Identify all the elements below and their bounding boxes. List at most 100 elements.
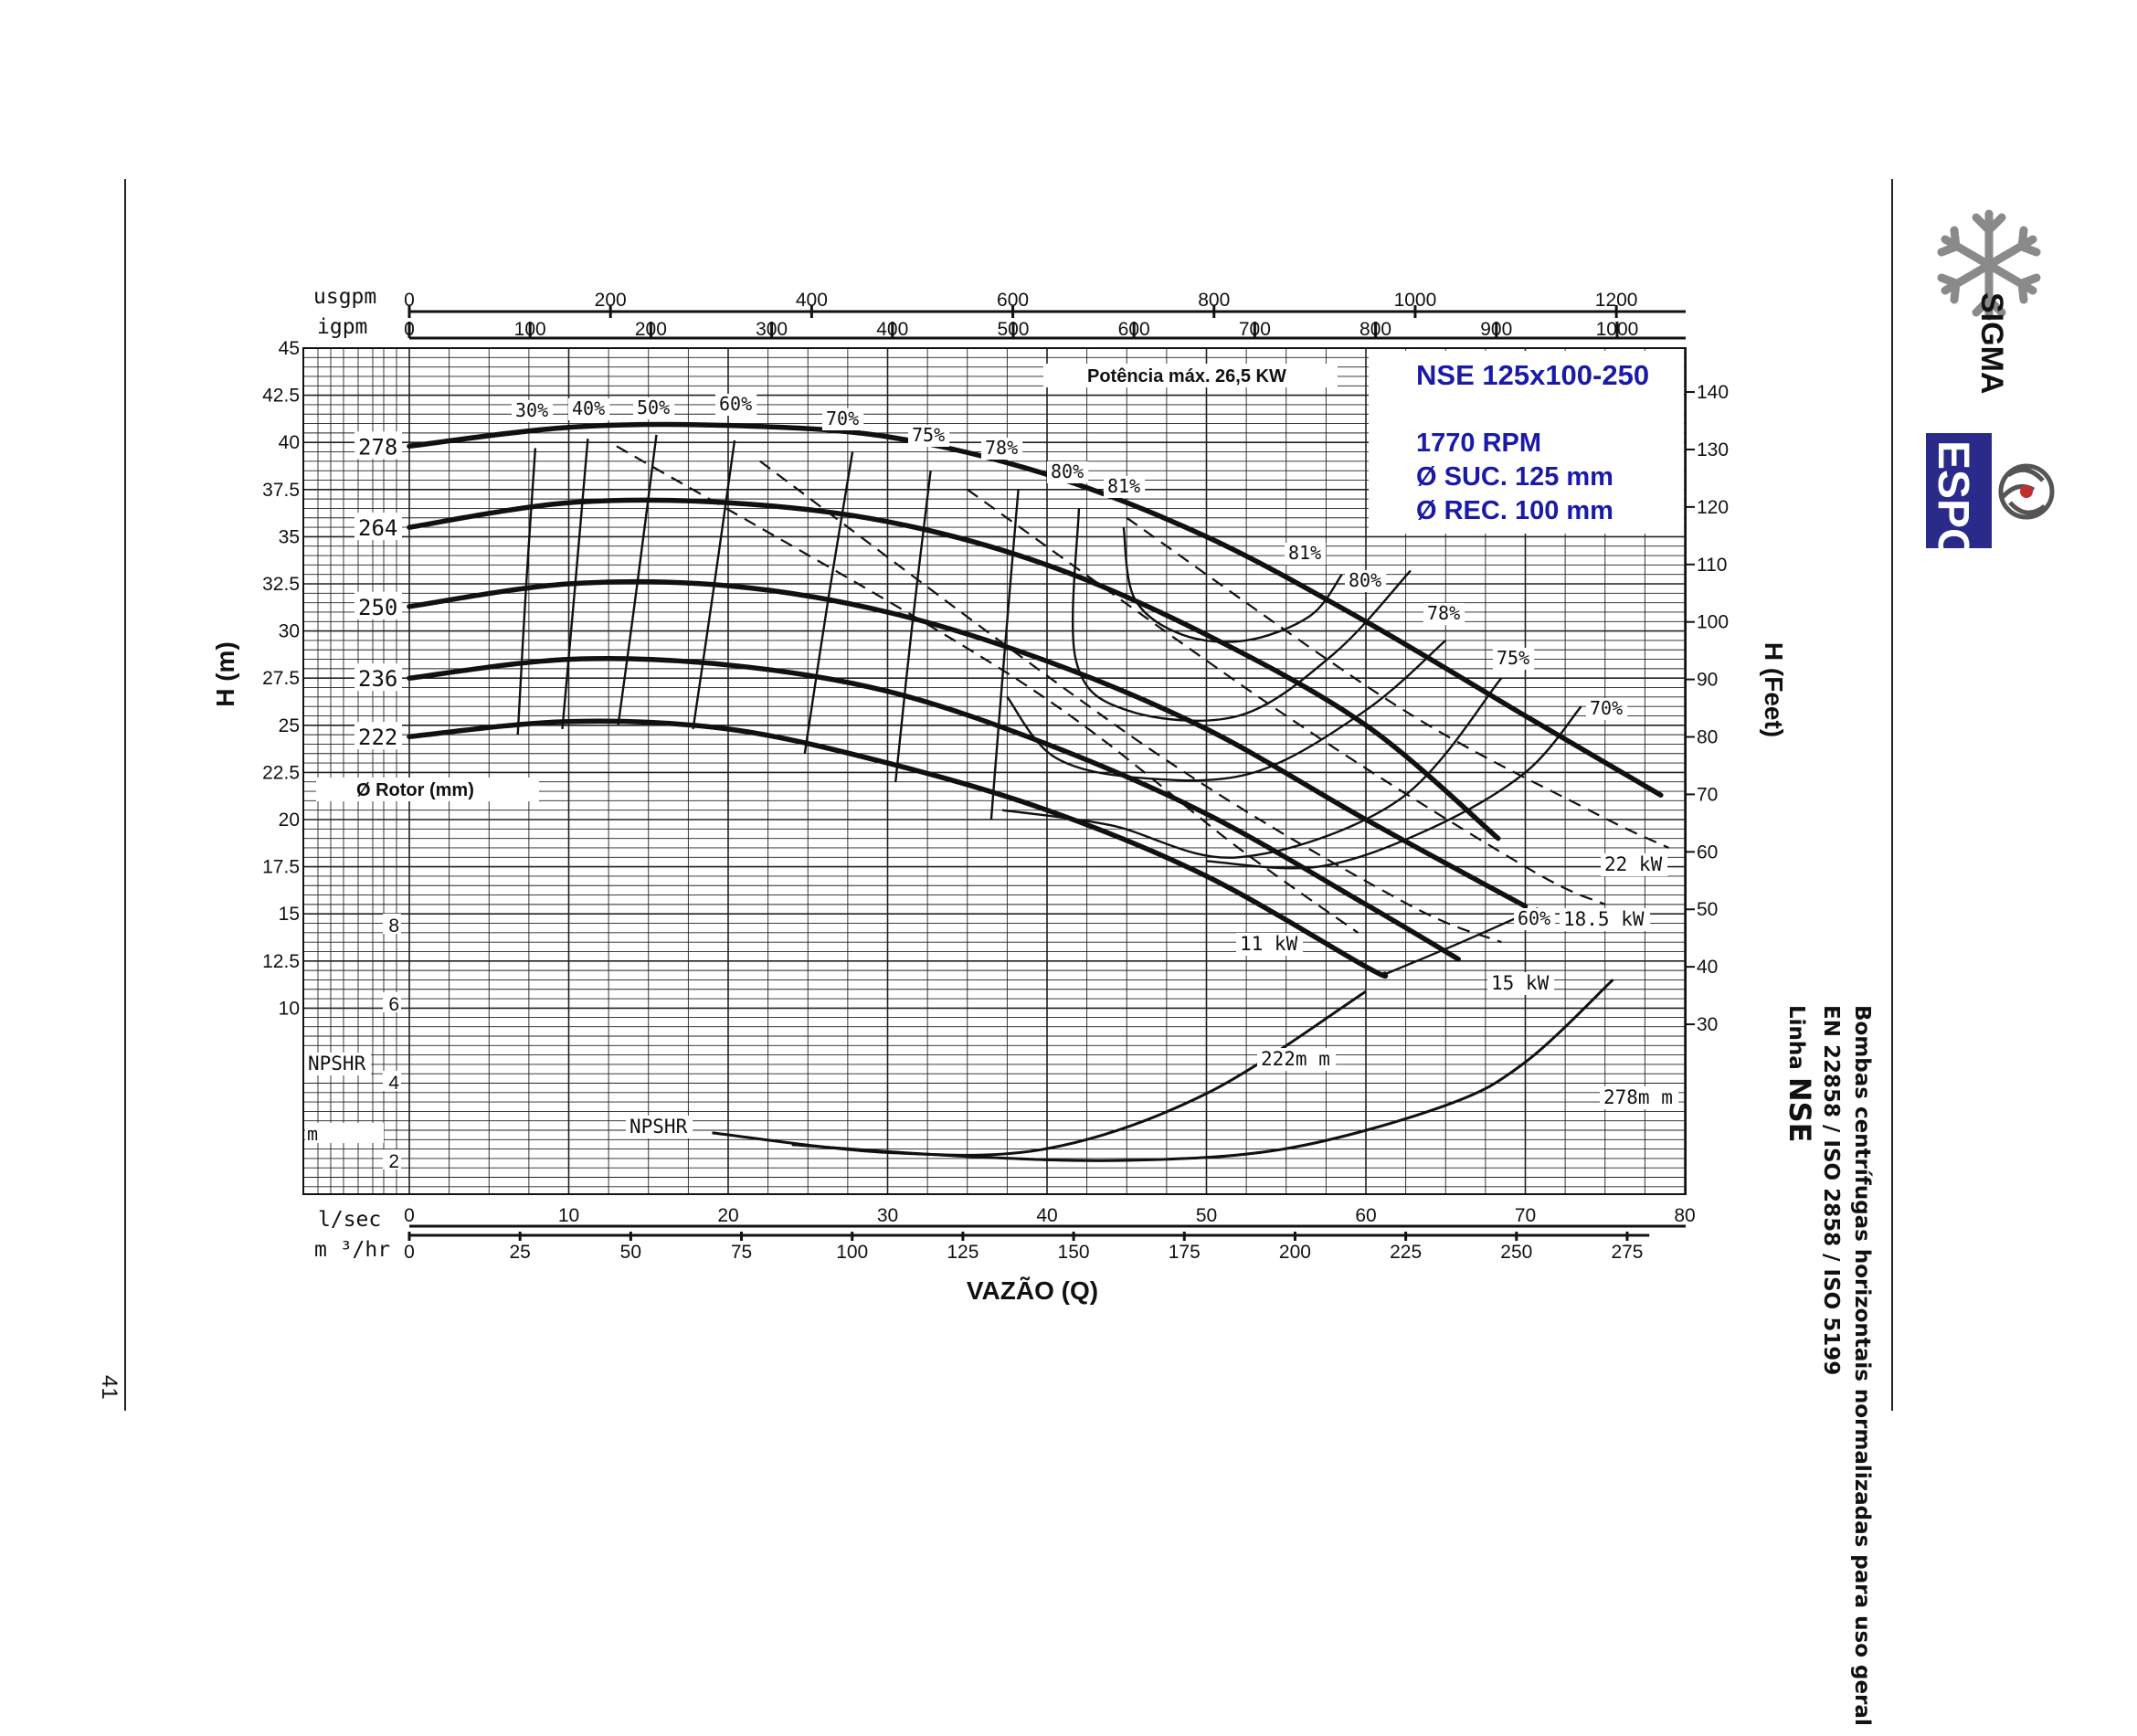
efficiency-label: 60% [719, 393, 752, 415]
chart-info-line: Ø SUC. 125 mm [1416, 462, 1613, 492]
head-curve-264 [407, 497, 1501, 842]
h-tick-label: 22.5 [262, 762, 300, 783]
labels: 278 264 250 236 222 30% 40% 50% 60% 70% 75% 78% 80% 8… [316, 351, 1684, 1138]
espo-logo: ESPO [1926, 433, 2055, 562]
h-tick-label: 32.5 [262, 574, 300, 595]
lsec-tick-label: 0 [404, 1205, 415, 1226]
lsec-tick-label: 80 [1674, 1205, 1695, 1226]
feet-tick-label: 110 [1697, 555, 1727, 576]
lsec-unit-label: l/sec [318, 1208, 381, 1232]
h-tick-label: 40 [279, 432, 300, 453]
efficiency-label: 75% [912, 424, 945, 446]
npshr-tick-label: 4 [388, 1073, 399, 1094]
efficiency-curve [894, 471, 932, 782]
head-curve-222 [407, 718, 1389, 979]
efficiency-label-bg [908, 425, 950, 447]
m3hr-unit-label: m ³/hr [314, 1238, 390, 1262]
npshr-tick-bg [383, 1071, 401, 1091]
npshr-label-222: 222m m [1261, 1048, 1330, 1070]
npshr-tick-bg [383, 914, 401, 934]
efficiency-label: 70% [1590, 697, 1623, 719]
h-tick-label: 15 [279, 904, 300, 925]
rotor-label-278: 278 [358, 434, 397, 460]
efficiency-curve [692, 439, 736, 730]
m3hr-tick-label: 175 [1169, 1242, 1201, 1263]
efficiency-curve [516, 448, 537, 736]
m3hr-tick-label: 100 [836, 1242, 868, 1263]
efficiency-curve [561, 438, 589, 730]
sigma-wordmark: SIGMA [1974, 292, 2009, 394]
efficiency-curve [1206, 705, 1582, 870]
y-axis-title-left: H (m) [211, 641, 239, 707]
usgpm-tick-label: 400 [796, 290, 828, 311]
feet-tick-label: 90 [1697, 670, 1718, 691]
power-label: 15 kW [1491, 972, 1550, 994]
power-label-bg [1236, 933, 1304, 956]
h-tick-label: 10 [279, 998, 300, 1019]
m3hr-tick-label: 275 [1611, 1242, 1643, 1263]
efficiency-label-bg [981, 438, 1023, 460]
efficiency-label: 80% [1051, 460, 1084, 482]
power-line [967, 488, 1606, 905]
efficiency-curve [1001, 677, 1503, 859]
h-tick-label: 27.5 [262, 668, 300, 689]
efficiency-label: 75% [1497, 647, 1529, 669]
power-label-bg [1560, 908, 1651, 931]
efficiency-label: 81% [1288, 542, 1321, 564]
h-tick-label: 20 [279, 810, 300, 831]
igpm-tick-label: 600 [1118, 319, 1150, 340]
feet-tick-label: 140 [1697, 382, 1729, 403]
igpm-tick-label: 200 [635, 319, 667, 340]
efficiency-label-bg [633, 397, 675, 419]
plot-frame [302, 347, 1687, 1195]
igpm-tick-label: 800 [1359, 319, 1391, 340]
igpm-unit-label: igpm [317, 315, 367, 339]
npshr-tick-label: 8 [388, 916, 399, 937]
efficiency-label: 40% [572, 397, 605, 419]
rotor-title: Ø Rotor (mm) [356, 780, 474, 800]
npshr-unit-label: m [307, 1123, 318, 1145]
efficiency-label-bg [512, 400, 554, 422]
head-curve-250 [407, 578, 1529, 909]
lsec-tick-label: 70 [1515, 1205, 1536, 1226]
y-axis-title-right: H (Feet) [1760, 642, 1788, 737]
efficiency-label-bg [1586, 698, 1628, 720]
igpm-tick-label: 300 [756, 319, 788, 340]
m3hr-tick-label: 150 [1058, 1242, 1090, 1263]
rotor-label-bg [354, 591, 402, 619]
npshr-tick-bg [383, 1149, 401, 1170]
feet-tick-label: 70 [1697, 784, 1718, 805]
efficiency-label: 70% [826, 408, 859, 429]
npshr-axis-label-bg [304, 1053, 372, 1075]
efficiency-curve [1122, 526, 1343, 643]
lsec-tick-label: 30 [877, 1205, 898, 1226]
rotor-title-bg [316, 778, 539, 801]
power-label: 22 kW [1604, 853, 1663, 875]
h-tick-label: 45 [279, 338, 300, 359]
power-label-bg [1601, 853, 1668, 876]
rotor-label-bg [354, 663, 402, 692]
efficiency-label: 78% [1427, 602, 1460, 624]
efficiency-label-bg [1423, 603, 1465, 625]
efficiency-label-bg [568, 398, 610, 420]
usgpm-tick-label: 0 [404, 290, 415, 311]
igpm-tick-label: 900 [1480, 319, 1512, 340]
chart-info-line: 1770 RPM [1416, 429, 1541, 458]
efficiency-label-bg [822, 408, 864, 430]
power-label: 11 kW [1240, 933, 1298, 955]
feet-tick-label: 30 [1697, 1014, 1718, 1035]
feet-tick-label: 60 [1697, 842, 1718, 863]
igpm-tick-label: 400 [876, 319, 908, 340]
power-label: 18.5 kW [1563, 908, 1645, 930]
efficiency-label: 80% [1349, 569, 1381, 591]
npshr-tick-label: 6 [388, 994, 399, 1015]
h-tick-label: 25 [279, 715, 300, 736]
lsec-tick-label: 10 [558, 1205, 579, 1226]
power-line [1126, 516, 1669, 849]
npshr-curve [712, 990, 1367, 1157]
power-line [759, 460, 1502, 944]
curves [407, 421, 1669, 1162]
npshr-label-278-bg [1600, 1086, 1679, 1109]
rotor-label-bg [354, 513, 402, 541]
efficiency-label: 30% [515, 399, 548, 421]
